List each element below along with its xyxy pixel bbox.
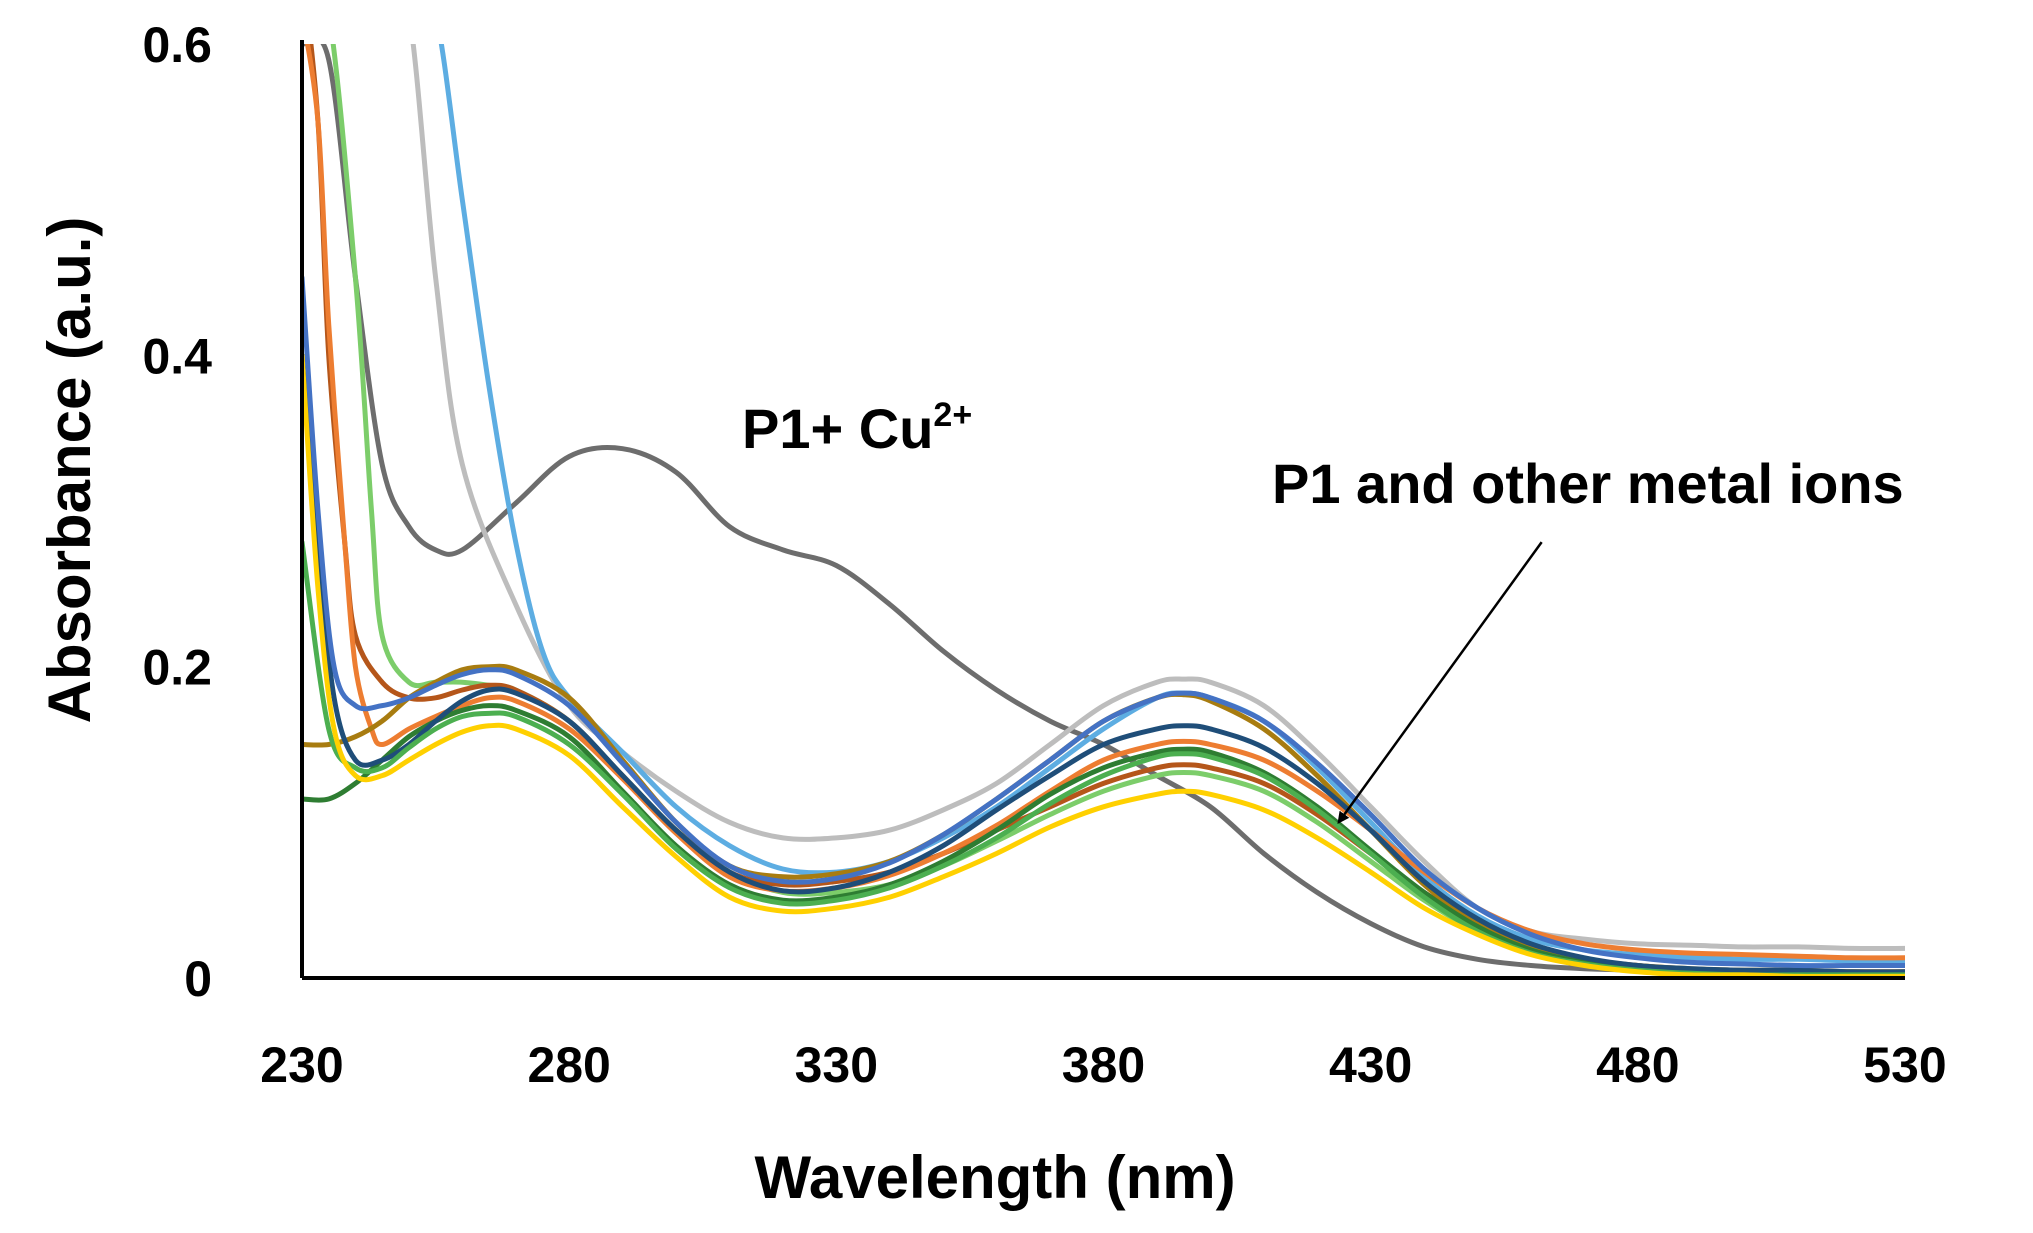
cu-annotation: P1+ Cu2+ — [742, 396, 972, 460]
x-tick-label: 480 — [1596, 1037, 1679, 1093]
y-tick-label: 0.2 — [142, 640, 212, 696]
x-axis-title: Wavelength (nm) — [754, 1144, 1235, 1211]
cu-annotation-sup: 2+ — [933, 396, 972, 434]
series-line-5 — [304, 44, 1905, 961]
others-annotation: P1 and other metal ions — [1272, 452, 1904, 515]
y-tick-label: 0 — [184, 951, 212, 1007]
y-tick-label: 0.6 — [142, 17, 212, 73]
series-layer — [302, 44, 1905, 978]
x-tick-label: 230 — [260, 1037, 343, 1093]
y-tick-label: 0.4 — [142, 328, 212, 384]
x-tick-label: 530 — [1863, 1037, 1946, 1093]
series-line-11 — [302, 352, 1905, 978]
y-tick-labels: 0 0.2 0.4 0.6 — [142, 17, 212, 1007]
x-tick-label: 280 — [527, 1037, 610, 1093]
x-tick-label: 330 — [795, 1037, 878, 1093]
annotation-arrow — [1337, 541, 1543, 824]
x-tick-labels: 230 280 330 380 430 480 530 — [260, 1037, 1946, 1093]
series-line-9 — [302, 275, 1905, 969]
series-line-1 — [410, 44, 1905, 952]
series-line-8 — [302, 352, 1905, 975]
y-axis-title: Absorbance (a.u.) — [36, 217, 103, 724]
x-tick-label: 430 — [1329, 1037, 1412, 1093]
x-tick-label: 380 — [1062, 1037, 1145, 1093]
series-line-0 — [302, 44, 1905, 976]
cu-annotation-main: P1+ Cu — [742, 397, 933, 460]
